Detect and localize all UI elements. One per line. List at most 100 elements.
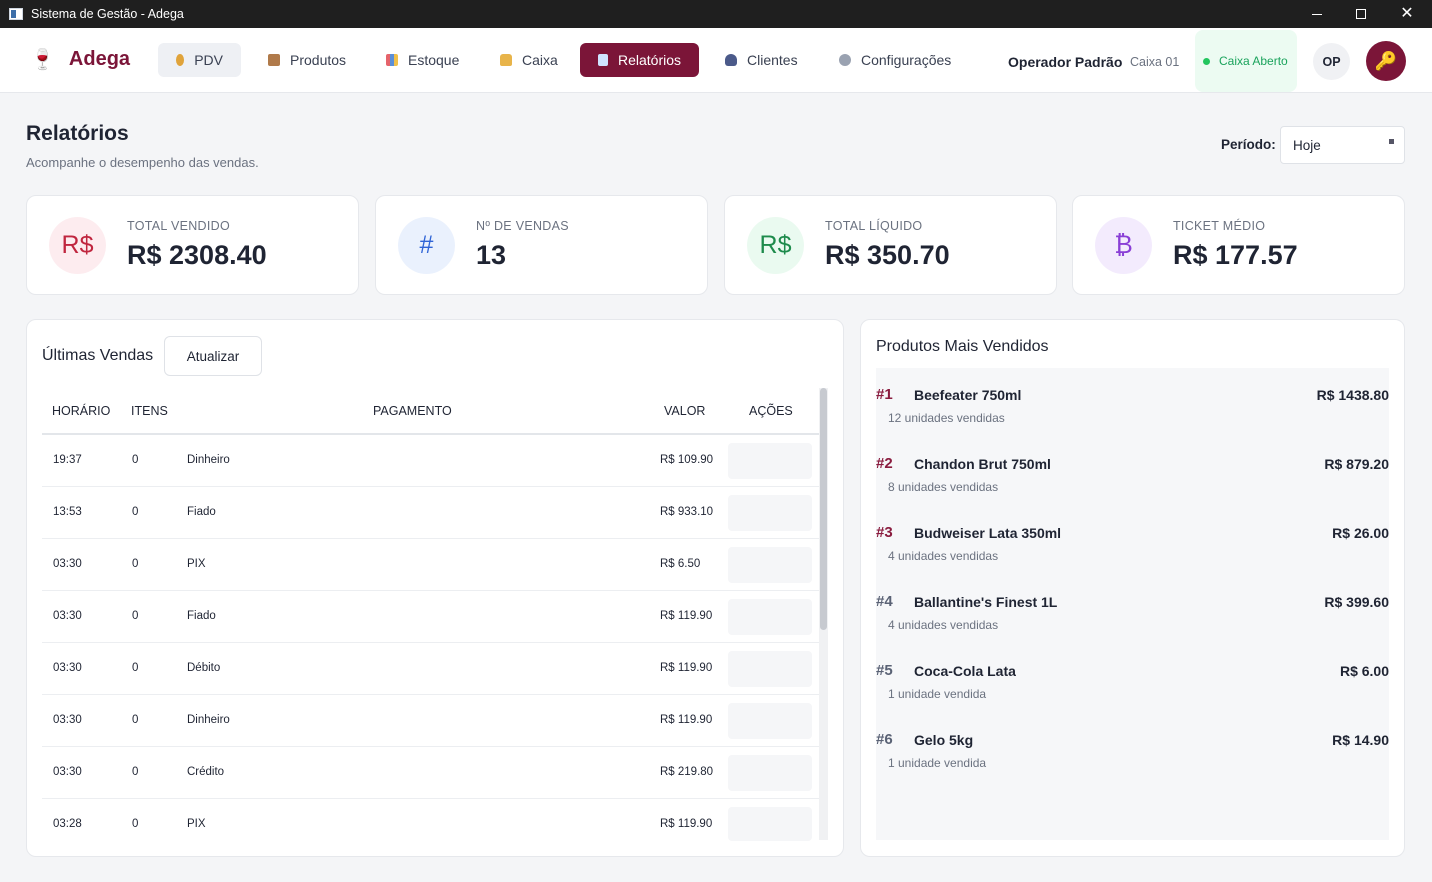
key-button[interactable]: 🔑 <box>1366 41 1406 81</box>
product-rank: #4 <box>876 593 893 610</box>
sale-items: 0 <box>132 558 139 570</box>
kpi-total-vendido: R$ TOTAL VENDIDO R$ 2308.40 <box>26 195 359 295</box>
sale-payment: Fiado <box>187 506 216 518</box>
sale-time: 13:53 <box>53 506 82 518</box>
nav-caixa[interactable]: Caixa <box>482 43 576 77</box>
sale-actions[interactable] <box>728 807 812 841</box>
sale-actions[interactable] <box>728 547 812 583</box>
nav-estoque[interactable]: Estoque <box>368 43 477 77</box>
product-qty: 8 unidades vendidas <box>888 480 999 494</box>
product-value: R$ 26.00 <box>1332 525 1389 541</box>
column-header-horario[interactable]: HORÁRIO <box>52 404 111 418</box>
caixa-id: Caixa 01 <box>1130 55 1180 69</box>
nav-clientes-label: Clientes <box>747 52 798 68</box>
table-row[interactable]: 03:30 0 PIX R$ 6.50 <box>42 539 819 591</box>
sale-payment: PIX <box>187 818 206 830</box>
sale-actions[interactable] <box>728 651 812 687</box>
recent-sales-title: Últimas Vendas <box>42 347 154 364</box>
wine-glass-icon: 🍷 <box>30 48 55 71</box>
list-item[interactable]: #4 Ballantine's Finest 1L 4 unidades ven… <box>876 575 1389 635</box>
column-header-valor[interactable]: VALOR <box>664 404 706 418</box>
trend-chart-icon <box>598 54 608 66</box>
product-rank: #5 <box>876 662 893 679</box>
app-header: 🍷 Adega PDV Produtos Estoque Caixa Relat… <box>0 28 1432 93</box>
table-row[interactable]: 03:30 0 Débito R$ 119.90 <box>42 643 819 695</box>
product-qty: 1 unidade vendida <box>888 756 987 770</box>
minimize-button[interactable] <box>1294 0 1340 28</box>
nav-relatorios[interactable]: Relatórios <box>580 43 699 77</box>
sale-value: R$ 119.90 <box>660 610 713 622</box>
list-item[interactable]: #3 Budweiser Lata 350ml 4 unidades vendi… <box>876 506 1389 566</box>
product-name: Coca-Cola Lata <box>914 663 1016 679</box>
product-value: R$ 1438.80 <box>1316 387 1389 403</box>
product-qty: 4 unidades vendidas <box>888 618 999 632</box>
sale-actions[interactable] <box>728 599 812 635</box>
kpi-total-liquido: R$ TOTAL LÍQUIDO R$ 350.70 <box>724 195 1057 295</box>
table-row[interactable]: 03:30 0 Dinheiro R$ 119.90 <box>42 695 819 747</box>
kpi-label: TOTAL VENDIDO <box>127 219 230 233</box>
package-icon <box>268 54 280 66</box>
table-row[interactable]: 13:53 0 Fiado R$ 933.10 <box>42 487 819 539</box>
sale-value: R$ 119.90 <box>660 662 713 674</box>
sale-items: 0 <box>132 610 139 622</box>
product-name: Chandon Brut 750ml <box>914 456 1051 472</box>
sale-time: 03:30 <box>53 558 82 570</box>
list-item[interactable]: #2 Chandon Brut 750ml 8 unidades vendida… <box>876 437 1389 497</box>
maximize-button[interactable] <box>1338 0 1384 28</box>
gear-icon <box>839 54 851 66</box>
scrollbar-thumb[interactable] <box>820 388 827 630</box>
sale-actions[interactable] <box>728 755 812 791</box>
avatar[interactable]: OP <box>1313 43 1350 80</box>
top-products-title: Produtos Mais Vendidos <box>876 338 1049 355</box>
sale-value: R$ 6.50 <box>660 558 701 570</box>
product-rank: #1 <box>876 386 893 403</box>
kpi-label: TICKET MÉDIO <box>1173 219 1266 233</box>
nav-configuracoes[interactable]: Configurações <box>821 43 969 77</box>
sale-actions[interactable] <box>728 443 812 479</box>
column-header-itens[interactable]: ITENS <box>131 404 168 418</box>
nav-produtos[interactable]: Produtos <box>250 43 364 77</box>
page-title: Relatórios <box>26 122 129 145</box>
sale-payment: Débito <box>187 662 221 674</box>
product-value: R$ 6.00 <box>1339 663 1389 679</box>
column-header-acoes: AÇÕES <box>749 404 793 418</box>
sale-items: 0 <box>132 662 139 674</box>
product-name: Gelo 5kg <box>914 732 974 748</box>
dropdown-icon <box>1389 139 1394 144</box>
sale-items: 0 <box>132 714 139 726</box>
nav-produtos-label: Produtos <box>290 52 347 68</box>
list-item[interactable]: #6 Gelo 5kg 1 unidade vendida R$ 14.90 <box>876 713 1389 773</box>
table-row[interactable]: 19:37 0 Dinheiro R$ 109.90 <box>42 435 819 487</box>
key-icon: 🔑 <box>1374 50 1398 71</box>
refresh-button[interactable]: Atualizar <box>164 336 262 376</box>
sale-items: 0 <box>132 454 139 466</box>
kpi-ticket-medio: ₿ TICKET MÉDIO R$ 177.57 <box>1072 195 1405 295</box>
nav-pdv[interactable]: PDV <box>158 43 241 77</box>
close-button[interactable]: ✕ <box>1384 0 1430 28</box>
nav-caixa-label: Caixa <box>522 52 558 68</box>
currency-icon: R$ <box>49 217 106 274</box>
product-rank: #6 <box>876 731 893 748</box>
sale-value: R$ 933.10 <box>660 506 714 518</box>
caixa-status-badge: Caixa Aberto <box>1195 30 1297 92</box>
nav-clientes[interactable]: Clientes <box>707 43 816 77</box>
hash-icon: # <box>398 217 455 274</box>
period-select[interactable]: Hoje <box>1280 126 1405 164</box>
table-row[interactable]: 03:30 0 Fiado R$ 119.90 <box>42 591 819 643</box>
column-header-pagamento[interactable]: PAGAMENTO <box>373 404 452 418</box>
sales-scrollbar[interactable] <box>819 388 828 840</box>
minimize-icon <box>1312 13 1322 15</box>
list-item[interactable]: #1 Beefeater 750ml 12 unidades vendidas … <box>876 368 1389 428</box>
brand[interactable]: 🍷 Adega <box>30 48 130 71</box>
table-row[interactable]: 03:28 0 PIX R$ 119.90 <box>42 799 819 851</box>
sale-actions[interactable] <box>728 703 812 739</box>
nav-configuracoes-label: Configurações <box>861 52 952 68</box>
maximize-icon <box>1356 9 1366 19</box>
kpi-value: R$ 177.57 <box>1173 240 1298 270</box>
table-row[interactable]: 03:30 0 Crédito R$ 219.80 <box>42 747 819 799</box>
sale-actions[interactable] <box>728 495 812 531</box>
product-value: R$ 14.90 <box>1332 732 1389 748</box>
sale-time: 03:30 <box>53 766 82 778</box>
close-icon: ✕ <box>1400 5 1414 22</box>
list-item[interactable]: #5 Coca-Cola Lata 1 unidade vendida R$ 6… <box>876 644 1389 704</box>
